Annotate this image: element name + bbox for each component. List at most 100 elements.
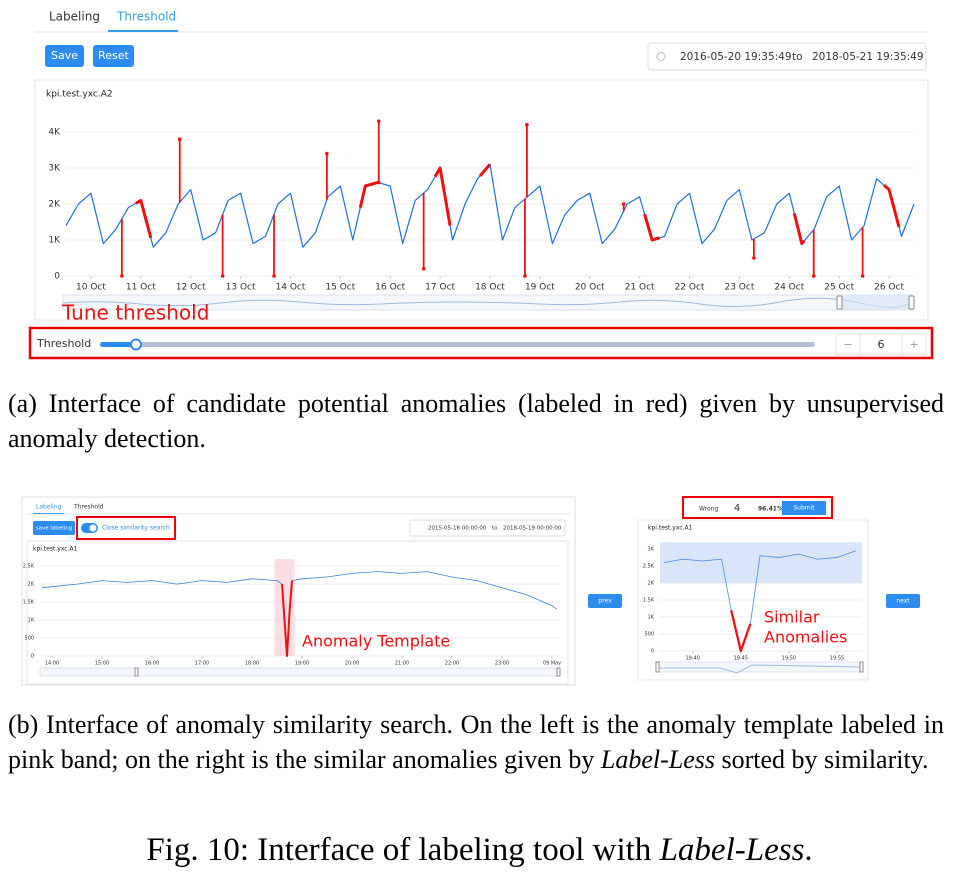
- anomaly-point: [325, 151, 329, 156]
- anomaly-point: [621, 202, 626, 206]
- date-to: 2018-05-21 19:35:49: [812, 51, 924, 63]
- caption-text: sorted by similarity.: [714, 745, 929, 774]
- prev-button[interactable]: [588, 594, 622, 608]
- tab-active[interactable]: Threshold: [116, 10, 176, 24]
- chart-card: [34, 79, 929, 321]
- panel-b-right: prev next Wrong 4 96.41% Submit kpi.test…: [588, 496, 920, 681]
- x-tick-label: 19:50: [782, 656, 796, 662]
- anomaly-segment: [883, 184, 901, 228]
- navigator-handle[interactable]: [859, 661, 864, 673]
- save-button[interactable]: [45, 45, 84, 67]
- slider-track[interactable]: [100, 342, 815, 347]
- chart-title: kpi.test.yxc.A1: [33, 546, 78, 553]
- navigator[interactable]: [656, 661, 863, 673]
- slider-knob[interactable]: [130, 338, 142, 351]
- toggle-knob: [89, 524, 97, 532]
- plus-button[interactable]: +: [909, 338, 918, 351]
- anomaly-point: [860, 274, 865, 278]
- y-tick-label: 1.5K: [23, 600, 35, 606]
- navigator-handle[interactable]: [556, 667, 561, 677]
- anomaly-point: [811, 274, 816, 278]
- toggle-label: Close similarity search: [102, 525, 170, 532]
- tab[interactable]: Labeling: [49, 10, 100, 24]
- x-tick-label: 21 Oct: [625, 283, 655, 293]
- y-tick-label: 2.5K: [23, 564, 35, 570]
- date-sep: to: [792, 51, 803, 63]
- navigator[interactable]: [39, 667, 561, 677]
- chart-card: [26, 540, 569, 685]
- navigator-handle[interactable]: [655, 661, 660, 673]
- x-tick-label: 17:00: [195, 661, 209, 667]
- button-label[interactable]: Submit: [793, 505, 815, 512]
- y-tick-label: 500: [24, 636, 34, 642]
- date-sep: to: [492, 526, 498, 532]
- x-tick-label: 18:00: [245, 661, 259, 667]
- chart-title: kpi.test.yxc.A1: [648, 525, 693, 532]
- number-input[interactable]: [835, 333, 927, 356]
- date-from: 2016-05-20 19:35:49: [680, 51, 792, 63]
- anomaly-segment: [433, 166, 452, 226]
- x-tick-label: 11 Oct: [126, 283, 156, 293]
- save-button[interactable]: [33, 521, 75, 535]
- navigator-handle[interactable]: [908, 295, 915, 310]
- x-tick-label: 24 Oct: [774, 283, 804, 293]
- x-tick-label: 25 Oct: [824, 283, 854, 293]
- annotation: Tune threshold: [61, 301, 209, 325]
- wrong-count: 4: [734, 503, 740, 514]
- y-tick-label: 0: [651, 649, 654, 655]
- anomaly-segment: [792, 213, 806, 246]
- x-tick-label: 19:00: [295, 661, 309, 667]
- highlight-box: [28, 326, 934, 360]
- x-tick-label: 23:00: [495, 661, 509, 667]
- date-range[interactable]: [647, 42, 927, 71]
- minus-button[interactable]: −: [843, 338, 852, 351]
- x-tick-label: 18 Oct: [475, 283, 505, 293]
- button-label[interactable]: Reset: [98, 49, 129, 62]
- y-tick-label: 2K: [48, 200, 61, 210]
- anomaly-point: [120, 274, 124, 278]
- x-tick-label: 12 Oct: [176, 283, 206, 293]
- tab-active[interactable]: Labeling: [36, 504, 62, 511]
- reset-button[interactable]: [93, 45, 134, 67]
- x-tick-label: 19:55: [830, 656, 844, 662]
- x-tick-label: 09 May: [543, 661, 561, 667]
- x-tick-label: 19:40: [685, 656, 699, 662]
- anomaly-point: [272, 274, 276, 278]
- x-tick-label: 19 Oct: [525, 283, 555, 293]
- navigator-handle[interactable]: [836, 295, 843, 310]
- x-tick-label: 23 Oct: [724, 283, 754, 293]
- wrong-label: Wrong: [699, 506, 718, 513]
- anomaly-point: [752, 256, 756, 260]
- x-tick-label: 20:00: [345, 661, 359, 667]
- x-tick-label: 26 Oct: [874, 283, 904, 293]
- navigator-window[interactable]: [839, 295, 913, 310]
- anomaly-point: [376, 119, 381, 123]
- next-button[interactable]: [886, 594, 920, 608]
- caption-italic: Label-Less: [659, 832, 805, 868]
- x-tick-label: 21:00: [395, 661, 409, 667]
- x-tick-label: 14 Oct: [276, 283, 306, 293]
- anomaly-point: [523, 274, 527, 278]
- tab[interactable]: Threshold: [73, 504, 104, 511]
- submit-button[interactable]: [782, 501, 826, 515]
- caption-italic: Label-Less: [600, 745, 715, 774]
- y-tick-label: 0: [54, 272, 60, 282]
- anomaly-segment: [358, 180, 381, 208]
- highlight-box: [76, 516, 176, 540]
- navigator-handle[interactable]: [134, 667, 139, 677]
- navigator-line: [660, 664, 861, 674]
- y-tick-label: 4K: [48, 128, 61, 138]
- figure-caption: Fig. 10: Interface of labeling tool with…: [0, 832, 959, 869]
- annotation: Anomaly Template: [302, 632, 450, 651]
- y-tick-label: 2K: [28, 582, 35, 588]
- threshold-label: Threshold: [36, 337, 91, 350]
- button-label[interactable]: save labeling: [36, 526, 72, 532]
- button-label[interactable]: prev: [598, 598, 612, 605]
- anomaly-segment: [643, 213, 661, 242]
- annotation: Similar: [764, 608, 820, 627]
- button-label[interactable]: next: [896, 598, 910, 605]
- button-label[interactable]: Save: [51, 49, 78, 62]
- anomaly-point: [525, 123, 529, 127]
- date-range[interactable]: [409, 519, 566, 537]
